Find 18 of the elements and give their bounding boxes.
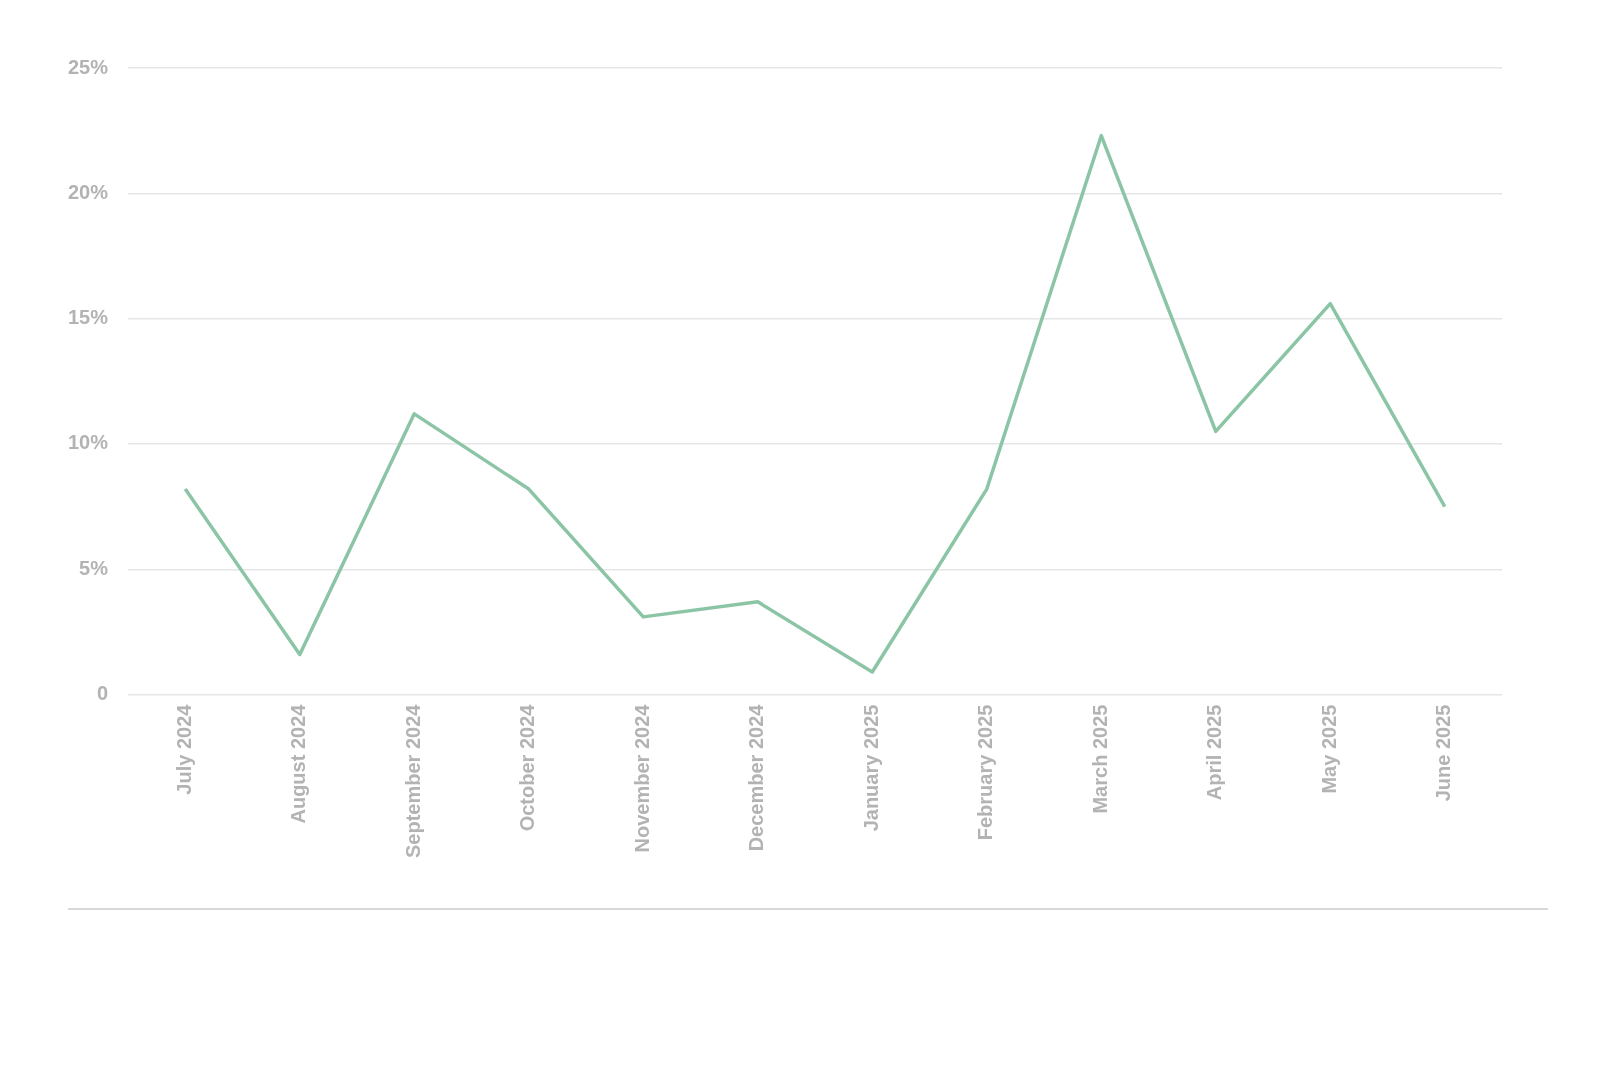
- y-tick-label: 20%: [68, 180, 109, 203]
- x-tick-label: June 2025: [1432, 704, 1455, 802]
- x-tick-label: July 2024: [172, 703, 195, 795]
- x-tick-label: February 2025: [974, 704, 997, 841]
- x-tick-label: November 2024: [630, 703, 653, 853]
- x-tick-label: September 2024: [401, 703, 424, 858]
- y-tick-label: 15%: [68, 306, 109, 329]
- x-tick-label: April 2025: [1203, 704, 1226, 801]
- x-tick-label: January 2025: [859, 704, 882, 832]
- x-tick-label: October 2024: [516, 703, 539, 832]
- y-tick-label: 25%: [68, 55, 109, 78]
- y-tick-label: 5%: [79, 556, 109, 579]
- x-tick-label: May 2025: [1317, 704, 1340, 794]
- y-tick-label: 10%: [68, 431, 109, 454]
- x-tick-label: March 2025: [1088, 704, 1111, 814]
- x-tick-label: August 2024: [287, 703, 310, 824]
- y-tick-label: 0: [96, 682, 109, 705]
- x-tick-label: December 2024: [745, 703, 768, 852]
